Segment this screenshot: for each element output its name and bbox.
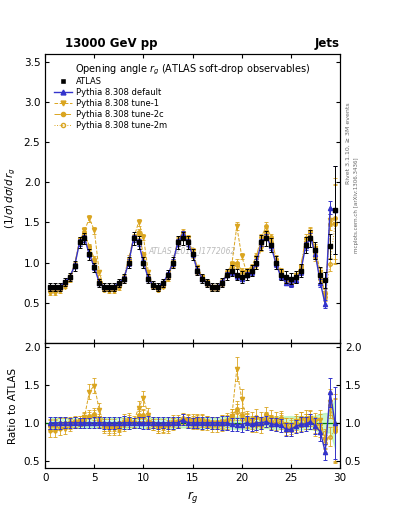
Text: Opening angle $r_g$ (ATLAS soft-drop observables): Opening angle $r_g$ (ATLAS soft-drop obs… (75, 62, 310, 77)
Text: ATLAS_2019_I1772062: ATLAS_2019_I1772062 (149, 246, 236, 255)
Text: 13000 GeV pp: 13000 GeV pp (65, 37, 157, 50)
Text: mcplots.cern.ch [arXiv:1306.3436]: mcplots.cern.ch [arXiv:1306.3436] (354, 157, 359, 252)
X-axis label: $r_g$: $r_g$ (187, 489, 198, 505)
Y-axis label: $(1/\sigma)\,d\sigma/d\,r_g$: $(1/\sigma)\,d\sigma/d\,r_g$ (4, 167, 18, 229)
Legend: ATLAS, Pythia 8.308 default, Pythia 8.308 tune-1, Pythia 8.308 tune-2c, Pythia 8: ATLAS, Pythia 8.308 default, Pythia 8.30… (52, 75, 169, 132)
Text: Jets: Jets (315, 37, 340, 50)
Y-axis label: Ratio to ATLAS: Ratio to ATLAS (8, 368, 18, 444)
Text: Rivet 3.1.10, ≥ 3M events: Rivet 3.1.10, ≥ 3M events (346, 102, 351, 184)
